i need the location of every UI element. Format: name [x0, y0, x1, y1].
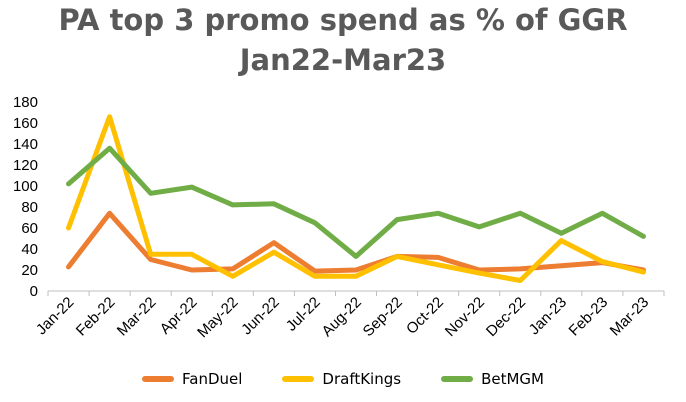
series-line-draftkings — [66, 114, 646, 283]
x-tick-label: Jun-22 — [238, 294, 282, 338]
legend-label: FanDuel — [182, 370, 243, 388]
x-tick-label: Oct-22 — [403, 294, 447, 338]
legend-item-fanduel: FanDuel — [142, 370, 242, 388]
legend-swatch — [282, 376, 315, 382]
x-tick-label: Aug-22 — [319, 294, 365, 340]
x-tick-label: Feb-23 — [566, 294, 612, 340]
x-tick-label: Apr-22 — [157, 294, 201, 338]
series-line-betmgm — [66, 145, 646, 259]
x-tick-label: Mar-22 — [114, 294, 160, 340]
legend-label: BetMGM — [481, 370, 544, 388]
x-tick-label: Nov-22 — [442, 294, 488, 340]
x-tick-label: Mar-23 — [607, 294, 653, 340]
y-tick-label: 180 — [13, 94, 38, 111]
x-tick-label: May-22 — [194, 294, 241, 341]
y-tick-label: 60 — [21, 220, 38, 237]
y-tick-label: 140 — [13, 136, 38, 153]
y-tick-label: 160 — [13, 115, 38, 132]
x-tick-label: Dec-22 — [483, 294, 529, 340]
chart-title: PA top 3 promo spend as % of GGR — [58, 3, 628, 37]
legend-item-draftkings: DraftKings — [282, 370, 401, 388]
y-tick-label: 0 — [30, 283, 38, 300]
x-tick-label: Jul-22 — [283, 294, 324, 335]
x-tick-label: Jan-23 — [526, 294, 570, 338]
x-tick-label: Feb-22 — [73, 294, 119, 340]
y-tick-label: 20 — [21, 262, 38, 279]
x-tick-label: Jan-22 — [33, 294, 77, 338]
legend: FanDuel DraftKings BetMGM — [0, 370, 686, 388]
y-tick-label: 120 — [13, 157, 38, 174]
x-tick-label: Sep-22 — [360, 294, 406, 340]
chart-subtitle: Jan22-Mar23 — [239, 43, 447, 77]
y-tick-label: 40 — [21, 241, 38, 258]
y-tick-label: 80 — [21, 199, 38, 216]
series-line-fanduel — [66, 210, 646, 274]
legend-label: DraftKings — [322, 370, 402, 388]
y-axis-ticks: 0 20 40 60 80 100 120 140 160 180 — [13, 94, 38, 300]
series-lines — [66, 114, 646, 283]
y-tick-label: 100 — [13, 178, 38, 195]
legend-swatch — [142, 376, 174, 382]
legend-swatch — [441, 376, 474, 382]
legend-item-betmgm: BetMGM — [441, 370, 544, 388]
